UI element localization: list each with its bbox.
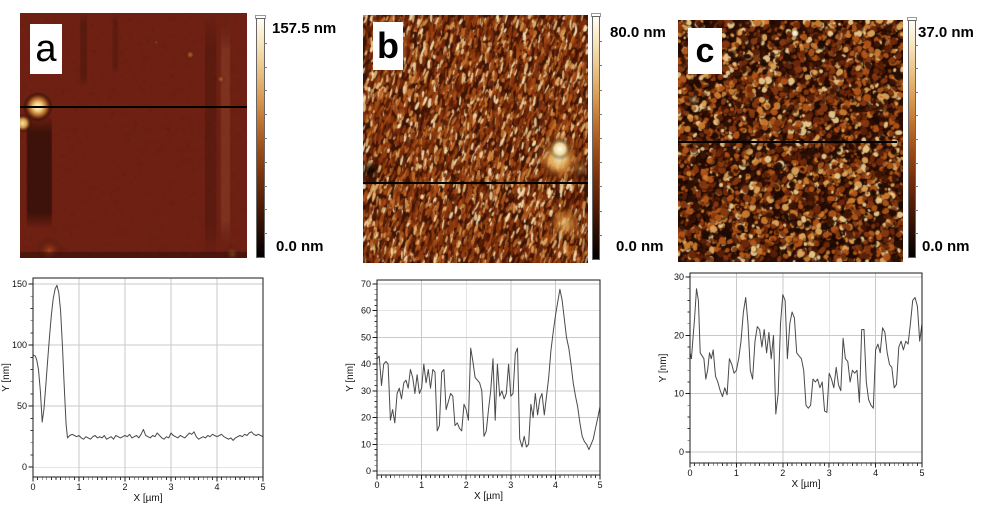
svg-text:0: 0: [687, 468, 692, 478]
colorbar-tick: [599, 234, 602, 236]
svg-text:100: 100: [12, 340, 27, 350]
svg-text:150: 150: [12, 279, 27, 289]
svg-text:4: 4: [873, 468, 878, 478]
colorbar-tick: [915, 162, 918, 164]
svg-text:2: 2: [464, 480, 469, 490]
svg-text:0: 0: [679, 447, 684, 457]
colorbar-tick: [915, 233, 918, 235]
colorbar-max-label-b: 80.0 nm: [610, 24, 666, 41]
svg-text:60: 60: [361, 306, 371, 316]
colorbar-b: [591, 13, 602, 260]
svg-text:5: 5: [597, 480, 602, 490]
colorbar-c: [907, 17, 918, 258]
svg-text:Y [nm]: Y [nm]: [345, 363, 356, 392]
colorbar-tick: [915, 209, 918, 211]
svg-text:20: 20: [674, 330, 684, 340]
colorbar-tick: [599, 41, 602, 43]
scan-line-a: [20, 106, 247, 108]
profile-chart-svg: 0 50 100 150 0 1 2 3 4 5 X [µm] Y [nm]: [1, 277, 266, 504]
svg-text:70: 70: [361, 279, 371, 289]
colorbar-min-label-c: 0.0 nm: [922, 238, 970, 255]
colorbar-tick: [264, 209, 267, 211]
svg-text:1: 1: [76, 482, 81, 492]
svg-text:4: 4: [553, 480, 558, 490]
colorbar-tick: [264, 161, 267, 163]
colorbar-min-label-b: 0.0 nm: [616, 238, 664, 255]
colorbar-tick: [599, 89, 602, 91]
colorbar-tick: [264, 233, 267, 235]
colorbar-tick: [264, 138, 267, 139]
svg-text:4: 4: [214, 482, 219, 492]
colorbar-a: [255, 15, 267, 258]
svg-text:X [µm]: X [µm]: [133, 493, 162, 504]
profile-chart-b: 0 10 20 30 40 50 60 70 0 1 2 3 4 5 X [µm] Y [nm]: [330, 266, 630, 514]
colorbar-max-label-c: 37.0 nm: [918, 24, 974, 41]
scan-line-c: [678, 141, 897, 143]
svg-text:3: 3: [168, 482, 173, 492]
svg-text:X [µm]: X [µm]: [791, 479, 820, 490]
svg-text:3: 3: [827, 468, 832, 478]
svg-text:10: 10: [361, 439, 371, 449]
svg-text:0: 0: [366, 466, 371, 476]
panel-label-a: a: [30, 24, 62, 74]
colorbar-tick: [599, 65, 602, 67]
panel-label-c: c: [688, 28, 722, 74]
profile-chart-svg: 0 10 20 30 40 50 60 70 0 1 2 3 4 5 X [µm] Y [nm]: [345, 279, 603, 502]
svg-text:40: 40: [361, 359, 371, 369]
profile-chart-c: 0 10 20 30 0 1 2 3 4 5 X [µm] Y [nm]: [658, 266, 988, 514]
colorbar-tick: [599, 138, 602, 139]
colorbar-tick: [915, 115, 918, 117]
svg-text:30: 30: [361, 386, 371, 396]
svg-text:20: 20: [361, 413, 371, 423]
svg-text:0: 0: [22, 462, 27, 472]
colorbar-tick: [264, 90, 267, 92]
svg-text:0: 0: [374, 480, 379, 490]
colorbar-tick: [264, 42, 267, 44]
colorbar-tick: [599, 210, 602, 212]
colorbar-tick: [915, 186, 918, 188]
colorbar-cap: [591, 13, 601, 17]
svg-text:1: 1: [419, 480, 424, 490]
colorbar-tick: [915, 139, 918, 140]
colorbar-tick: [264, 114, 267, 116]
svg-text:Y [nm]: Y [nm]: [1, 363, 12, 392]
svg-text:2: 2: [122, 482, 127, 492]
colorbar-min-label-a: 0.0 nm: [276, 238, 324, 255]
svg-text:10: 10: [674, 389, 684, 399]
colorbar-tick: [599, 162, 602, 164]
colorbar-max-label-a: 157.5 nm: [272, 20, 337, 37]
svg-text:X [µm]: X [µm]: [474, 491, 503, 502]
svg-text:2: 2: [780, 468, 785, 478]
profile-chart-a: 0 50 100 150 0 1 2 3 4 5 X [µm] Y [nm]: [0, 266, 300, 514]
colorbar-tick: [264, 66, 267, 68]
colorbar-tick: [915, 91, 918, 93]
svg-text:50: 50: [17, 401, 27, 411]
scan-line-b: [363, 182, 588, 184]
colorbar-tick: [599, 186, 602, 188]
svg-text:50: 50: [361, 332, 371, 342]
svg-text:Y [nm]: Y [nm]: [658, 353, 669, 382]
colorbar-tick: [915, 68, 918, 70]
profile-chart-svg: 0 10 20 30 0 1 2 3 4 5 X [µm] Y [nm]: [658, 272, 925, 490]
colorbar-tick: [915, 44, 918, 46]
colorbar-cap: [907, 17, 917, 21]
colorbar-tick: [599, 113, 602, 115]
colorbar-tick: [264, 185, 267, 187]
svg-text:0: 0: [30, 482, 35, 492]
svg-text:1: 1: [734, 468, 739, 478]
svg-text:5: 5: [260, 482, 265, 492]
svg-text:3: 3: [508, 480, 513, 490]
colorbar-cap: [255, 15, 266, 19]
svg-text:30: 30: [674, 272, 684, 282]
panel-label-b: b: [373, 22, 403, 70]
svg-text:5: 5: [919, 468, 924, 478]
